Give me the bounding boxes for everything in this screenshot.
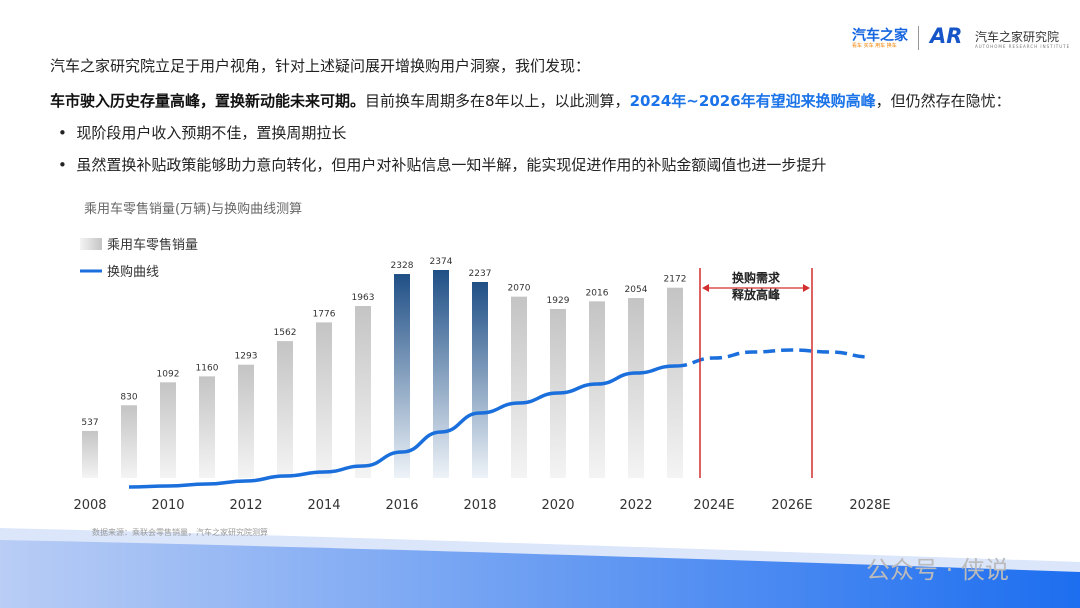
legend-bar-label: 乘用车零售销量	[107, 237, 198, 253]
finding-text: 车市驶入历史存量高峰，置换新动能未来可期。目前换车周期多在8年以上，以此测算，2…	[50, 90, 1011, 111]
finding-highlight: 2024年~2026年有望迎来换购高峰	[629, 92, 876, 110]
autohome-logo: 汽车之家	[852, 28, 908, 44]
bar-2012	[238, 364, 254, 478]
curve-actual	[128, 364, 676, 489]
bar-label-2020: 1929	[547, 296, 570, 306]
bullet-item: • 现阶段用户收入预期不佳，置换周期拉长	[58, 124, 347, 142]
bar-2010	[160, 382, 176, 478]
finding-bold: 车市驶入历史存量高峰，置换新动能未来可期。	[50, 92, 366, 110]
bullet-text: 现阶段用户收入预期不佳，置换周期拉长	[76, 124, 347, 142]
bar-label-2011: 1160	[196, 363, 219, 373]
bar-2015	[355, 306, 371, 478]
bar-2013	[277, 341, 293, 478]
bar-label-2017: 2374	[430, 257, 453, 267]
legend-bar-swatch	[80, 238, 102, 250]
annotation-text: 释放高峰	[732, 287, 781, 302]
intro-text: 汽车之家研究院立足于用户视角，针对上述疑问展开增换购用户洞察，我们发现：	[50, 57, 591, 75]
bar-label-2016: 2328	[391, 261, 414, 271]
watermark: 公众号 · 侠说	[866, 556, 1009, 584]
bar-label-2008: 537	[81, 418, 98, 428]
bar-2023	[667, 287, 683, 478]
bar-2011	[199, 376, 215, 478]
bar-2017	[433, 270, 449, 478]
footer-wave	[0, 528, 1080, 608]
data-source: 数据来源：乘联会零售销量，汽车之家研究院测算	[92, 528, 268, 537]
curve-forecast	[674, 348, 871, 368]
x-tick-2018: 2018	[463, 498, 496, 513]
x-tick-2008: 2008	[73, 498, 106, 513]
bar-2019	[511, 296, 527, 478]
bar-label-2019: 2070	[508, 284, 531, 294]
autohome-logo-slogan: 看车 买车 用车 换车	[852, 43, 897, 49]
bar-2021	[589, 301, 605, 478]
finding-normal-2: ，但仍然存在隐忧：	[875, 92, 1011, 110]
bar-label-2015: 1963	[352, 293, 375, 303]
x-tick-2024E: 2024E	[693, 498, 734, 513]
bar-label-2014: 1776	[313, 309, 336, 319]
bullet-item: • 虽然置换补贴政策能够助力意向转化，但用户对补贴信息一知半解，能实现促进作用的…	[58, 156, 827, 174]
bullet-text: 虽然置换补贴政策能够助力意向转化，但用户对补贴信息一知半解，能实现促进作用的补贴…	[76, 156, 827, 174]
x-tick-2028E: 2028E	[849, 498, 890, 513]
bar-2014	[316, 322, 332, 478]
chart-title: 乘用车零售销量(万辆)与换购曲线测算	[84, 202, 303, 217]
annotation-text: 换购需求	[732, 270, 781, 285]
bar-2022	[628, 298, 644, 478]
bar-label-2009: 830	[120, 392, 137, 402]
bar-label-2013: 1562	[274, 328, 297, 338]
x-tick-2020: 2020	[541, 498, 574, 513]
finding-normal: 目前换车周期多在8年以上，以此测算，	[365, 92, 630, 110]
bar-label-2012: 1293	[235, 352, 258, 362]
ar-logo-icon: AR	[930, 24, 963, 48]
bar-2009	[121, 405, 137, 478]
bar-label-2022: 2054	[625, 285, 648, 295]
institute-logo-en: AUTOHOME RESEARCH INSTITUTE	[975, 44, 1071, 49]
x-tick-2026E: 2026E	[771, 498, 812, 513]
bar-2018	[472, 282, 488, 478]
bar-2016	[394, 274, 410, 478]
bar-label-2023: 2172	[664, 275, 687, 285]
x-tick-2010: 2010	[151, 498, 184, 513]
logo-divider	[918, 26, 919, 50]
bar-label-2018: 2237	[469, 269, 492, 279]
bar-label-2010: 1092	[157, 369, 180, 379]
bar-2008	[82, 430, 98, 478]
x-tick-2016: 2016	[385, 498, 418, 513]
x-tick-2014: 2014	[307, 498, 340, 513]
institute-logo-text: 汽车之家研究院	[975, 30, 1060, 44]
x-tick-2022: 2022	[619, 498, 652, 513]
x-tick-2012: 2012	[229, 498, 262, 513]
legend-curve-label: 换购曲线	[107, 264, 159, 280]
bar-label-2021: 2016	[586, 288, 609, 298]
